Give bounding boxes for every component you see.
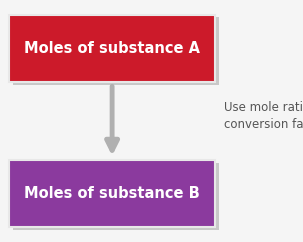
FancyBboxPatch shape [13,17,219,85]
Text: Moles of substance B: Moles of substance B [24,186,200,201]
FancyBboxPatch shape [9,160,215,227]
FancyBboxPatch shape [9,15,215,82]
Text: Use mole ratio as
conversion factor.: Use mole ratio as conversion factor. [224,101,303,131]
Text: Moles of substance A: Moles of substance A [24,41,200,56]
FancyBboxPatch shape [13,163,219,230]
